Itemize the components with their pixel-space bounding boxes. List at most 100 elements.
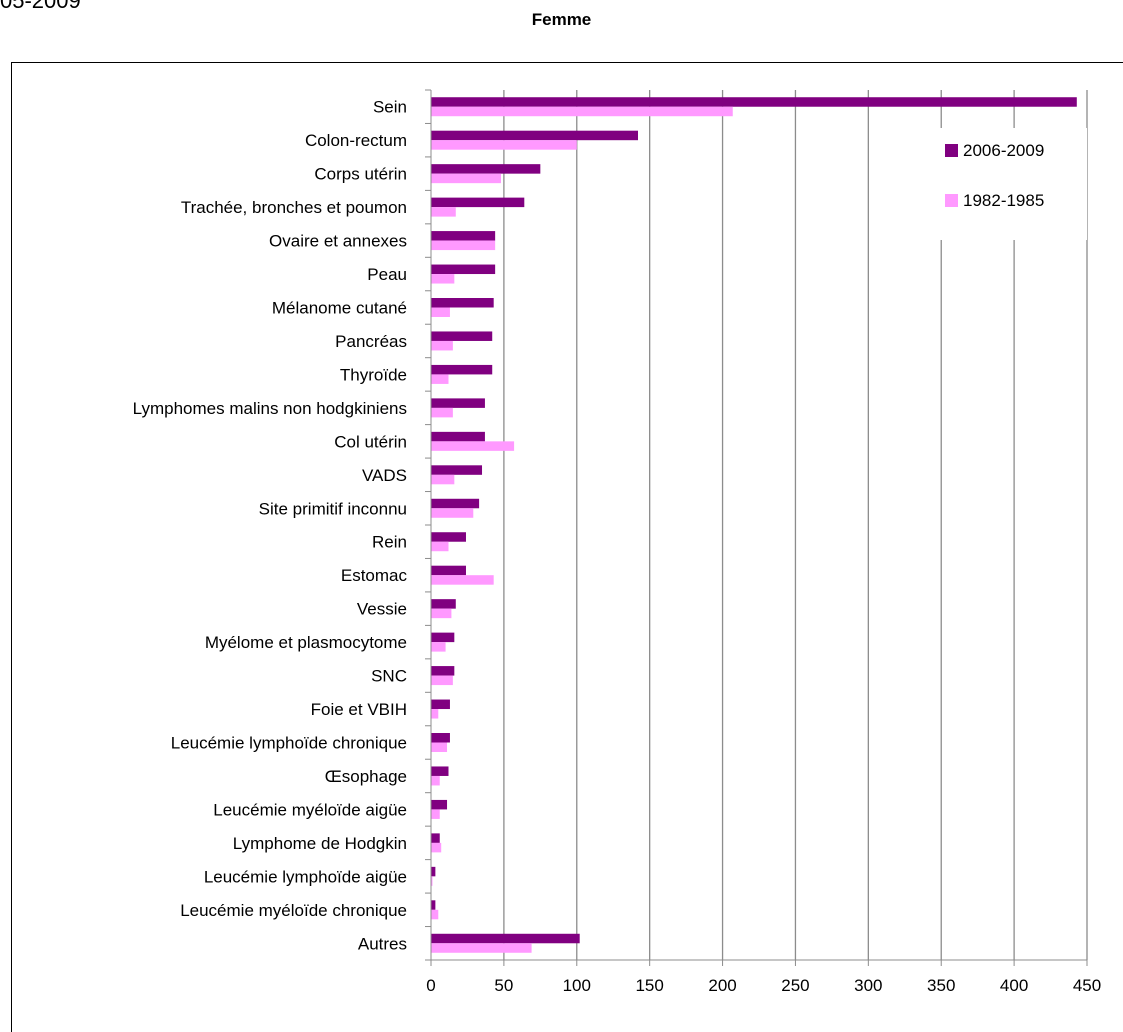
bar-1982-1985 <box>431 909 439 920</box>
bar-2006-2009 <box>431 632 455 643</box>
category-label: Rein <box>372 533 407 552</box>
bar-1982-1985 <box>431 508 474 518</box>
category-label: Ovaire et annexes <box>269 232 407 251</box>
category-label: Site primitif inconnu <box>259 499 407 518</box>
bar-1982-1985 <box>431 608 452 619</box>
x-tick-label: 100 <box>563 976 591 995</box>
bar-1982-1985 <box>431 240 496 251</box>
category-label: Colon-rectum <box>305 131 407 150</box>
x-tick-label: 450 <box>1073 976 1101 995</box>
bar-1982-1985 <box>431 876 433 886</box>
bar-1982-1985 <box>431 675 453 686</box>
bar-2006-2009 <box>431 398 485 408</box>
x-tick-label: 200 <box>708 976 736 995</box>
x-tick-label: 150 <box>635 976 663 995</box>
bar-2006-2009 <box>431 231 496 241</box>
bar-1982-1985 <box>431 842 442 853</box>
category-label: Mélanome cutané <box>272 299 407 318</box>
bar-1982-1985 <box>431 374 449 384</box>
chart-frame <box>11 62 1123 1032</box>
bar-1982-1985 <box>431 407 453 418</box>
bar-2006-2009 <box>431 465 483 475</box>
category-label: Foie et VBIH <box>311 700 407 719</box>
x-tick-label: 350 <box>927 976 955 995</box>
legend-swatch <box>945 194 958 207</box>
category-label: Leucémie lymphoïde chronique <box>171 734 407 753</box>
category-label: Estomac <box>341 566 408 585</box>
x-tick-label: 0 <box>426 976 435 995</box>
x-tick-label: 400 <box>1000 976 1028 995</box>
bar-2006-2009 <box>431 799 448 810</box>
bar-2006-2009 <box>431 666 455 676</box>
bar-2006-2009 <box>431 331 493 341</box>
bar-2006-2009 <box>431 900 436 910</box>
legend-swatch <box>945 144 958 157</box>
cut-off-title: 05-2009 <box>0 0 81 13</box>
bar-2006-2009 <box>431 933 580 944</box>
category-label: Leucémie lymphoïde aigüe <box>204 867 407 886</box>
bar-1982-1985 <box>431 943 532 953</box>
bar-1982-1985 <box>431 742 448 752</box>
bar-2006-2009 <box>431 97 1077 107</box>
bar-2006-2009 <box>431 733 450 743</box>
legend-background <box>939 128 1087 240</box>
bar-1982-1985 <box>431 709 439 719</box>
bar-2006-2009 <box>431 766 449 776</box>
bar-1982-1985 <box>431 173 501 184</box>
category-label: Trachée, bronches et poumon <box>181 198 407 217</box>
bar-1982-1985 <box>431 106 733 117</box>
legend-label: 1982-1985 <box>963 191 1044 210</box>
category-label: Lymphomes malins non hodgkiniens <box>133 399 407 418</box>
legend: 2006-2009 1982-1985 <box>939 128 1087 240</box>
bar-1982-1985 <box>431 541 449 552</box>
category-label: SNC <box>371 667 407 686</box>
category-label: Œsophage <box>325 767 407 786</box>
category-label: Col utérin <box>334 432 407 451</box>
bar-2006-2009 <box>431 364 493 375</box>
x-tick-labels: 0 50 100 150 200 250 300 350 400 450 <box>426 976 1101 995</box>
bar-1982-1985 <box>431 140 577 150</box>
bar-2006-2009 <box>431 197 525 208</box>
bar-2006-2009 <box>431 431 485 442</box>
bar-1982-1985 <box>431 642 446 652</box>
bar-2006-2009 <box>431 599 456 609</box>
bar-2006-2009 <box>431 164 541 174</box>
x-tick-label: 50 <box>494 976 513 995</box>
bar-1982-1985 <box>431 274 455 284</box>
bar-2006-2009 <box>431 498 480 509</box>
x-tick-label: 300 <box>854 976 882 995</box>
category-label: Leucémie myéloïde aigüe <box>213 800 407 819</box>
bar-1982-1985 <box>431 307 450 317</box>
category-labels: Sein Colon-rectum Corps utérin Trachée, bro… <box>133 98 408 954</box>
bar-2006-2009 <box>431 130 639 141</box>
category-label: Corps utérin <box>314 165 407 184</box>
category-label: Vessie <box>357 600 407 619</box>
category-label: VADS <box>362 466 407 485</box>
chart-title: Femme <box>531 10 592 29</box>
legend-label: 2006-2009 <box>963 141 1044 160</box>
category-label: Sein <box>373 98 407 117</box>
category-label: Peau <box>367 265 407 284</box>
bar-2006-2009 <box>431 866 436 877</box>
bar-2006-2009 <box>431 833 440 843</box>
category-label: Autres <box>358 934 407 953</box>
category-label: Lymphome de Hodgkin <box>233 834 407 853</box>
bar-1982-1985 <box>431 775 440 786</box>
bars <box>431 97 1077 953</box>
axes <box>425 89 1088 966</box>
bar-1982-1985 <box>431 474 455 485</box>
bar-1982-1985 <box>431 340 453 351</box>
category-label: Leucémie myéloïde chronique <box>180 901 407 920</box>
bar-2006-2009 <box>431 532 466 542</box>
bar-2006-2009 <box>431 699 450 710</box>
bar-2006-2009 <box>431 565 466 576</box>
bar-1982-1985 <box>431 441 515 451</box>
x-tick-label: 250 <box>781 976 809 995</box>
bar-1982-1985 <box>431 207 456 217</box>
bar-2006-2009 <box>431 298 494 308</box>
category-label: Pancréas <box>335 332 407 351</box>
bar-1982-1985 <box>431 809 440 819</box>
category-label: Thyroïde <box>340 365 407 384</box>
bar-2006-2009 <box>431 264 496 275</box>
